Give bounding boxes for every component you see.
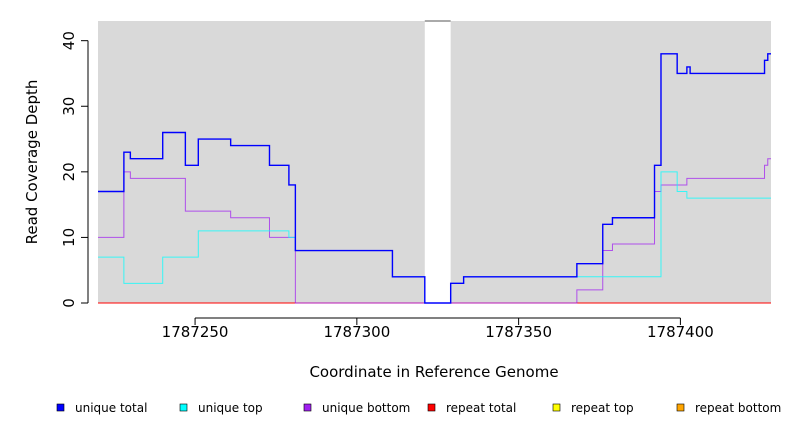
y-axis-title: Read Coverage Depth [23, 80, 41, 245]
y-tick-label: 10 [60, 228, 78, 247]
x-axis-title: Coordinate in Reference Genome [309, 363, 558, 381]
legend-label-unique-bottom: unique bottom [322, 401, 410, 415]
x-tick-label: 1787250 [162, 323, 229, 341]
legend: unique total unique top unique bottom repea… [56, 401, 781, 415]
y-tick-label: 40 [60, 31, 78, 50]
series-line-unique-bottom [98, 158, 771, 304]
legend-swatch-repeat-top [552, 403, 561, 412]
legend-label-repeat-total: repeat total [446, 401, 516, 415]
legend-swatch-unique-top [179, 403, 188, 412]
x-tick-label: 1787400 [647, 323, 714, 341]
legend-label-unique-top: unique top [198, 401, 263, 415]
legend-label-repeat-top: repeat top [571, 401, 634, 415]
legend-swatch-unique-total [56, 403, 65, 412]
axes-layer: 1787250 1787300 1787350 1787400 0 10 20 30 40 [60, 31, 714, 341]
series-line-unique-total [98, 53, 771, 304]
legend-swatch-unique-bottom [303, 403, 312, 412]
series-layer [98, 53, 771, 304]
plot-background [98, 20, 771, 303]
legend-label-unique-total: unique total [75, 401, 147, 415]
legend-label-repeat-bottom: repeat bottom [695, 401, 781, 415]
y-tick-label: 30 [60, 97, 78, 116]
legend-swatch-repeat-total [427, 403, 436, 412]
x-tick-label: 1787350 [485, 323, 552, 341]
y-tick-label: 0 [60, 298, 78, 308]
legend-swatch-repeat-bottom [676, 403, 685, 412]
gap-region [424, 21, 451, 303]
x-tick-label: 1787300 [323, 323, 390, 341]
y-tick-label: 20 [60, 162, 78, 181]
